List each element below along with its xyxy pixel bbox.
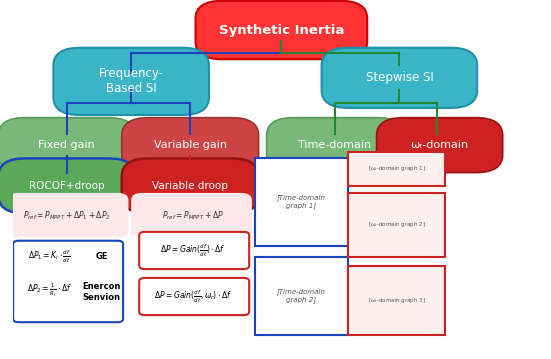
Text: GE: GE [95, 252, 108, 261]
FancyBboxPatch shape [122, 118, 258, 173]
Text: $P_{ref}=P_{MPPT}+\Delta P_1+\Delta P_2$: $P_{ref}=P_{MPPT}+\Delta P_1+\Delta P_2$ [23, 210, 111, 222]
Text: $[\omega_r\text{-domain graph 3}]$: $[\omega_r\text{-domain graph 3}]$ [368, 296, 425, 305]
Text: Variable droop: Variable droop [152, 181, 228, 191]
Text: $P_{ref}=P_{MPPT}+\Delta P$: $P_{ref}=P_{MPPT}+\Delta P$ [162, 210, 224, 222]
Text: Enercon
Senvion: Enercon Senvion [83, 283, 121, 302]
FancyBboxPatch shape [8, 193, 128, 237]
Text: Fixed gain: Fixed gain [39, 140, 95, 150]
FancyBboxPatch shape [255, 158, 348, 246]
Text: Synthetic Inertia: Synthetic Inertia [219, 24, 344, 37]
FancyBboxPatch shape [139, 278, 249, 315]
FancyBboxPatch shape [0, 158, 135, 213]
FancyBboxPatch shape [348, 193, 445, 257]
FancyBboxPatch shape [0, 118, 135, 173]
FancyBboxPatch shape [255, 257, 348, 335]
FancyBboxPatch shape [53, 48, 209, 115]
FancyBboxPatch shape [322, 48, 477, 108]
Text: ROCOF+droop: ROCOF+droop [29, 181, 105, 191]
Text: Variable gain: Variable gain [154, 140, 226, 150]
FancyBboxPatch shape [348, 152, 445, 186]
FancyBboxPatch shape [348, 266, 445, 335]
Text: [Time-domain
graph 1]: [Time-domain graph 1] [277, 195, 326, 209]
FancyBboxPatch shape [13, 241, 123, 322]
Text: $\Delta P_2 = \frac{1}{R_i} \cdot \Delta f$: $\Delta P_2 = \frac{1}{R_i} \cdot \Delta… [27, 282, 72, 299]
Text: $\Delta P = Gain(\frac{df}{dt}) \cdot \Delta f$: $\Delta P = Gain(\frac{df}{dt}) \cdot \D… [160, 243, 225, 259]
Text: Frequency-
Based SI: Frequency- Based SI [99, 67, 164, 95]
Text: $\Delta P_1 = K_i \cdot \frac{df}{dt}$: $\Delta P_1 = K_i \cdot \frac{df}{dt}$ [28, 248, 71, 265]
Text: $[\omega_r\text{-domain graph 1}]$: $[\omega_r\text{-domain graph 1}]$ [368, 164, 425, 173]
Text: Stepwise SI: Stepwise SI [365, 71, 433, 84]
FancyBboxPatch shape [376, 118, 503, 173]
Text: Time-domain: Time-domain [299, 140, 371, 150]
Text: [Time-domain
graph 2]: [Time-domain graph 2] [277, 288, 326, 303]
FancyBboxPatch shape [122, 158, 258, 213]
FancyBboxPatch shape [139, 232, 249, 269]
FancyBboxPatch shape [267, 118, 403, 173]
Text: $[\omega_r\text{-domain graph 2}]$: $[\omega_r\text{-domain graph 2}]$ [368, 220, 425, 229]
Text: $\Delta P = Gain(\frac{df}{dt}, \omega_r) \cdot \Delta f$: $\Delta P = Gain(\frac{df}{dt}, \omega_r… [154, 289, 232, 305]
FancyBboxPatch shape [131, 193, 252, 237]
Text: ωᵣ-domain: ωᵣ-domain [410, 140, 469, 150]
FancyBboxPatch shape [196, 1, 367, 59]
